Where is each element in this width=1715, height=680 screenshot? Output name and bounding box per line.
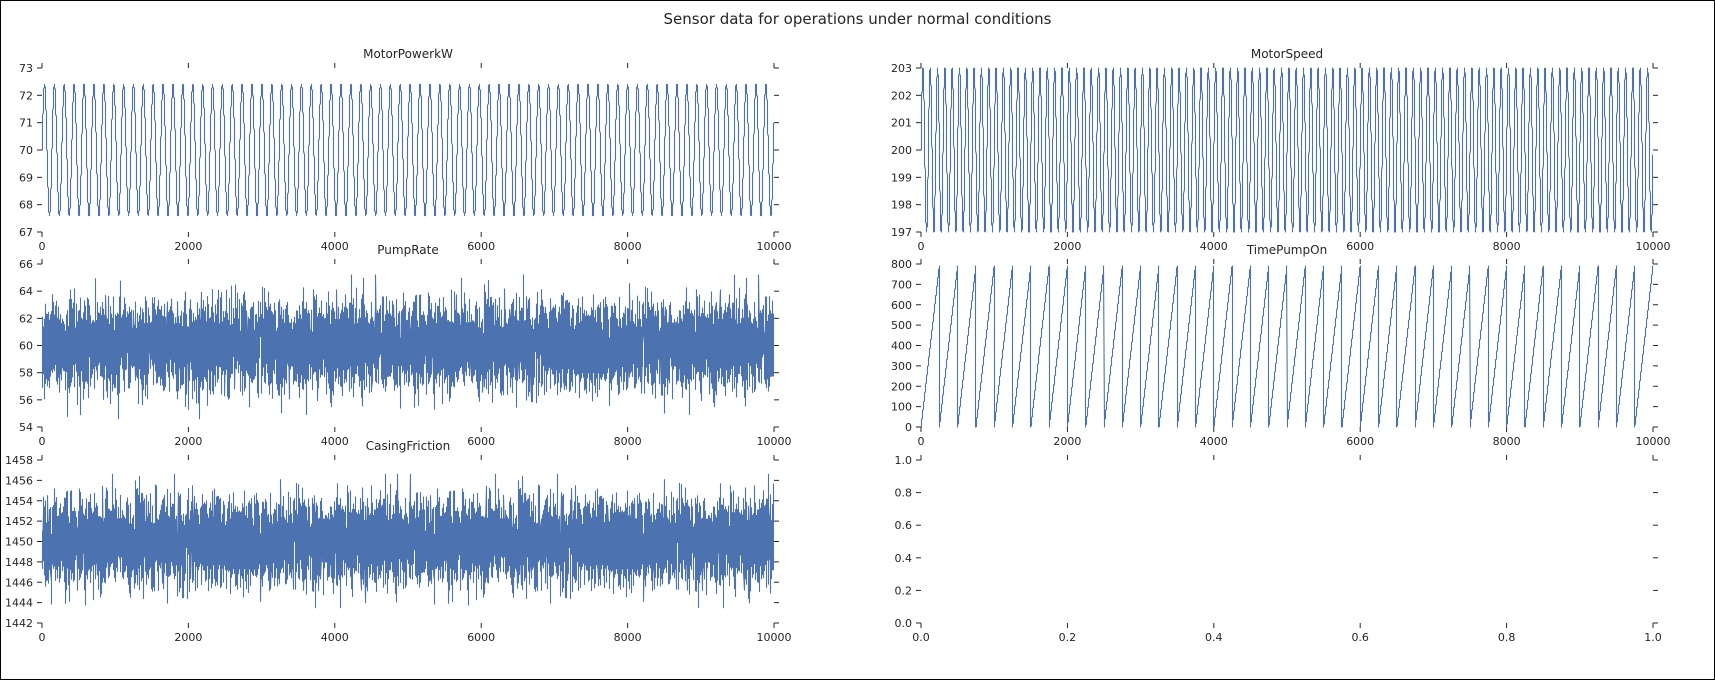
y-tick-label: 0.8 — [895, 487, 913, 500]
y-tick-label: 73 — [19, 62, 33, 75]
chart-title: MotorSpeed — [1251, 47, 1323, 61]
x-tick-label: 0 — [39, 240, 46, 253]
x-tick-label: 8000 — [1493, 240, 1521, 253]
x-tick-label: 6000 — [1346, 240, 1374, 253]
x-tick-label: 2000 — [174, 631, 202, 644]
x-tick-label: 0 — [39, 631, 46, 644]
y-tick-label: 203 — [891, 62, 912, 75]
x-tick-label: 0.6 — [1351, 631, 1369, 644]
y-tick-label: 100 — [891, 401, 912, 414]
x-tick-label: 0 — [39, 435, 46, 448]
y-tick-label: 70 — [19, 144, 33, 157]
y-tick-label: 69 — [19, 171, 33, 184]
x-tick-label: 0.4 — [1205, 631, 1223, 644]
y-tick-label: 62 — [19, 312, 33, 325]
y-tick-label: 58 — [19, 367, 33, 380]
y-tick-label: 199 — [891, 171, 912, 184]
x-tick-label: 0.0 — [912, 631, 930, 644]
y-tick-label: 198 — [891, 199, 912, 212]
x-tick-label: 1.0 — [1644, 631, 1662, 644]
series-line-1 — [920, 265, 1654, 428]
x-tick-label: 10000 — [757, 631, 792, 644]
y-tick-label: 1452 — [5, 515, 33, 528]
y-tick-label: 1444 — [5, 597, 33, 610]
y-tick-label: 0.4 — [895, 552, 913, 565]
x-tick-label: 4000 — [321, 240, 349, 253]
y-tick-label: 71 — [19, 117, 33, 130]
x-tick-label: 4000 — [321, 435, 349, 448]
y-tick-label: 0.0 — [895, 617, 913, 630]
chart-panel-3: 0 2000 4000 6000 8000 10000 54 56 58 60 62 64 66 Pump… — [19, 243, 792, 448]
chart-title: TimePumpOn — [1246, 243, 1327, 257]
y-tick-label: 202 — [891, 89, 912, 102]
y-tick-label: 66 — [19, 258, 33, 271]
y-tick-label: 300 — [891, 360, 912, 373]
y-tick-label: 400 — [891, 340, 912, 353]
x-tick-label: 4000 — [321, 631, 349, 644]
x-tick-label: 6000 — [467, 240, 495, 253]
y-tick-label: 54 — [19, 421, 33, 434]
chart-title: CasingFriction — [366, 439, 450, 453]
y-tick-label: 500 — [891, 319, 912, 332]
y-tick-label: 0.2 — [895, 584, 913, 597]
y-tick-label: 0 — [905, 421, 912, 434]
y-tick-label: 67 — [19, 226, 33, 239]
x-tick-label: 8000 — [614, 631, 642, 644]
series-line-1 — [41, 83, 775, 217]
y-tick-label: 200 — [891, 144, 912, 157]
y-tick-label: 60 — [19, 340, 33, 353]
chart-panel-2: 0 2000 4000 6000 8000 10000 197 198 199 200 201 202… — [891, 47, 1671, 253]
y-tick-label: 1446 — [5, 576, 33, 589]
x-tick-label: 4000 — [1200, 240, 1228, 253]
chart-panel-4: 0 2000 4000 6000 8000 10000010020030040050060… — [891, 243, 1671, 448]
y-tick-label: 1456 — [5, 474, 33, 487]
x-tick-label: 2000 — [174, 240, 202, 253]
x-tick-label: 10000 — [757, 435, 792, 448]
x-tick-label: 2000 — [1053, 435, 1081, 448]
x-tick-label: 10000 — [1636, 240, 1671, 253]
x-tick-label: 2000 — [174, 435, 202, 448]
x-tick-label: 0.8 — [1498, 631, 1516, 644]
chart-panel-5: 0 2000 4000 6000 8000 10000 1442 1444 1446 1448 14… — [5, 439, 792, 644]
x-tick-label: 6000 — [467, 631, 495, 644]
y-tick-label: 197 — [891, 226, 912, 239]
x-tick-label: 10000 — [757, 240, 792, 253]
x-tick-label: 8000 — [614, 435, 642, 448]
series-line-1 — [41, 473, 775, 609]
y-tick-label: 1454 — [5, 495, 33, 508]
x-tick-label: 0.2 — [1059, 631, 1077, 644]
series-line-1 — [920, 67, 1654, 233]
x-tick-label: 6000 — [1346, 435, 1374, 448]
chart-title: PumpRate — [377, 243, 438, 257]
y-tick-label: 0.6 — [895, 519, 913, 532]
y-tick-label: 800 — [891, 258, 912, 271]
x-tick-label: 4000 — [1200, 435, 1228, 448]
y-tick-label: 201 — [891, 117, 912, 130]
x-tick-label: 8000 — [614, 240, 642, 253]
chart-panel-1: 0 2000 4000 6000 8000 10000 67 68 69 70 71 72 73 Moto… — [19, 47, 792, 253]
y-tick-label: 600 — [891, 299, 912, 312]
page-title: Sensor data for operations under normal … — [663, 10, 1052, 28]
x-tick-label: 0 — [918, 435, 925, 448]
y-tick-label: 200 — [891, 380, 912, 393]
y-tick-label: 68 — [19, 199, 33, 212]
x-tick-label: 2000 — [1053, 240, 1081, 253]
x-tick-label: 0 — [918, 240, 925, 253]
x-tick-label: 6000 — [467, 435, 495, 448]
y-tick-label: 700 — [891, 278, 912, 291]
y-tick-label: 72 — [19, 89, 33, 102]
y-tick-label: 1458 — [5, 454, 33, 467]
x-tick-label: 8000 — [1493, 435, 1521, 448]
x-tick-label: 10000 — [1636, 435, 1671, 448]
chart-title: MotorPowerkW — [363, 47, 453, 61]
y-tick-label: 56 — [19, 394, 33, 407]
series-line-1 — [41, 274, 775, 420]
y-tick-label: 1442 — [5, 617, 33, 630]
y-tick-label: 1448 — [5, 556, 33, 569]
y-tick-label: 1450 — [5, 536, 33, 549]
y-tick-label: 1.0 — [895, 454, 913, 467]
chart-panel-6: 0.0 0.2 0.4 0.6 0.8 1.0 0.0 0.2 0.4 0.6 0.8 1.0 — [895, 454, 1662, 644]
y-tick-label: 64 — [19, 285, 33, 298]
